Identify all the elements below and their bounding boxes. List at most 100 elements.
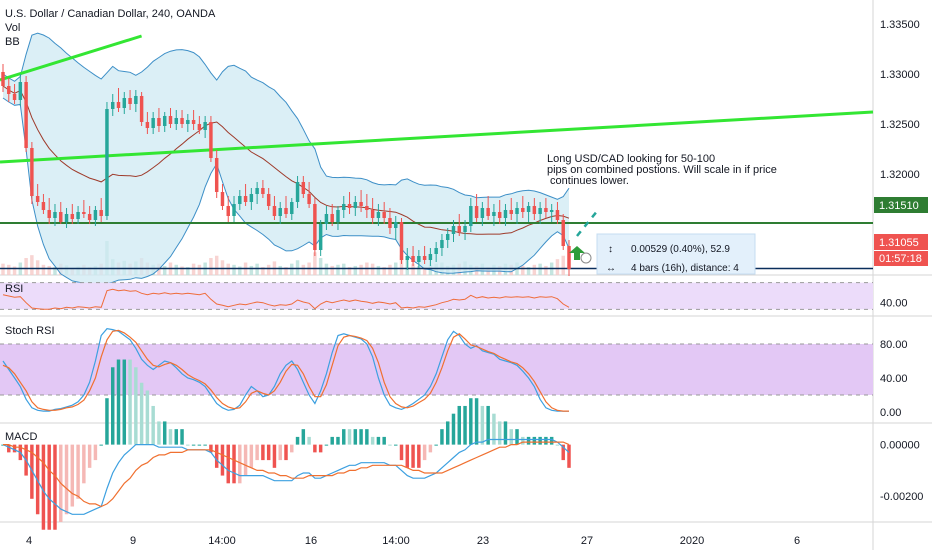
candle-body[interactable] [232,204,236,216]
candle-body[interactable] [261,188,265,194]
candle-body[interactable] [180,118,184,124]
candle-body[interactable] [503,210,508,218]
rsi-line[interactable] [2,288,570,310]
bb-upper-band[interactable] [2,32,570,200]
candle-body[interactable] [336,210,340,222]
candle-body[interactable] [162,116,167,126]
candle-body[interactable] [272,206,277,216]
candle-body[interactable] [555,210,560,220]
candle-body[interactable] [226,206,230,216]
candle-body[interactable] [7,86,11,94]
candle-body[interactable] [521,208,525,212]
candle-body[interactable] [353,202,358,208]
candle-body[interactable] [428,254,433,260]
candle-body[interactable] [238,196,242,204]
candle-body[interactable] [376,212,381,218]
candle-body[interactable] [301,182,306,194]
bb-basis[interactable] [2,85,570,235]
candle-body[interactable] [399,222,404,260]
candle-body[interactable] [209,122,213,158]
candle-body[interactable] [122,98,127,108]
candle-body[interactable] [64,214,69,222]
candle-body[interactable] [174,118,178,124]
note-line[interactable]: pips on combined postions. Will scale in… [547,164,777,176]
candle-body[interactable] [295,182,300,202]
candle-body[interactable] [480,208,485,218]
stoch-rsi-title[interactable]: Stoch RSI [5,325,55,337]
stoch-d-line[interactable] [2,329,569,412]
candle-body[interactable] [35,196,40,202]
candle-body[interactable] [186,120,190,124]
candle-body[interactable] [266,194,271,206]
candle-body[interactable] [128,98,132,104]
candle-body[interactable] [342,204,346,210]
candle-body[interactable] [214,158,219,192]
candle-body[interactable] [151,118,155,128]
candle-body[interactable] [370,210,375,218]
candle-body[interactable] [561,220,565,246]
macd-pane[interactable] [1,359,571,530]
candle-body[interactable] [440,240,444,248]
candle-body[interactable] [220,192,225,206]
candle-body[interactable] [422,256,427,260]
macd-line[interactable] [2,438,570,515]
candle-body[interactable] [388,218,392,228]
candle-body[interactable] [509,210,513,214]
candle-body[interactable] [1,72,5,86]
candle-body[interactable] [526,206,531,212]
candle-body[interactable] [457,226,461,232]
candle-body[interactable] [394,222,398,228]
candle-body[interactable] [405,256,410,260]
candle-body[interactable] [284,208,288,214]
trendline[interactable] [0,110,874,164]
candle-body[interactable] [451,226,456,234]
candle-body[interactable] [445,234,450,240]
candle-body[interactable] [347,204,352,208]
candle-body[interactable] [567,246,571,269]
candle-body[interactable] [382,212,386,218]
candle-body[interactable] [318,224,323,250]
rsi-pane[interactable] [0,282,873,310]
candle-body[interactable] [474,206,479,218]
candle-body[interactable] [53,212,57,218]
candle-body[interactable] [99,210,103,216]
candle-body[interactable] [290,202,294,214]
candle-body[interactable] [18,82,23,100]
candle-body[interactable] [463,226,467,232]
candle-body[interactable] [168,116,173,124]
candle-body[interactable] [324,214,329,224]
candle-body[interactable] [307,194,311,204]
candle-body[interactable] [59,212,63,222]
candle-body[interactable] [359,202,363,206]
candle-body[interactable] [41,202,46,210]
note-line[interactable]: Long USD/CAD looking for 50-100 [547,153,715,165]
candle-body[interactable] [82,212,86,214]
candle-body[interactable] [549,210,554,212]
candle-body[interactable] [139,96,144,122]
projection-line[interactable] [576,209,599,237]
candle-body[interactable] [134,96,138,104]
candle-body[interactable] [105,109,109,216]
measure-box[interactable] [596,233,756,275]
candle-body[interactable] [111,102,115,109]
candle-body[interactable] [538,208,542,214]
stoch-rsi-pane[interactable] [0,328,873,412]
candle-body[interactable] [544,208,548,212]
candle-body[interactable] [278,208,282,216]
candle-body[interactable] [365,206,369,210]
signal-line[interactable] [3,441,570,508]
candle-body[interactable] [249,194,254,202]
candle-body[interactable] [469,206,473,226]
candle-body[interactable] [532,206,537,214]
candle-body[interactable] [12,94,17,100]
candle-body[interactable] [24,82,28,148]
flag-icon[interactable] [580,252,592,264]
candle-body[interactable] [157,118,161,126]
long-arrow-icon[interactable] [569,246,585,260]
price-pane[interactable] [0,32,874,286]
candle-body[interactable] [411,256,415,262]
candle-body[interactable] [87,214,92,220]
candle-body[interactable] [313,204,317,250]
candle-body[interactable] [515,208,519,214]
